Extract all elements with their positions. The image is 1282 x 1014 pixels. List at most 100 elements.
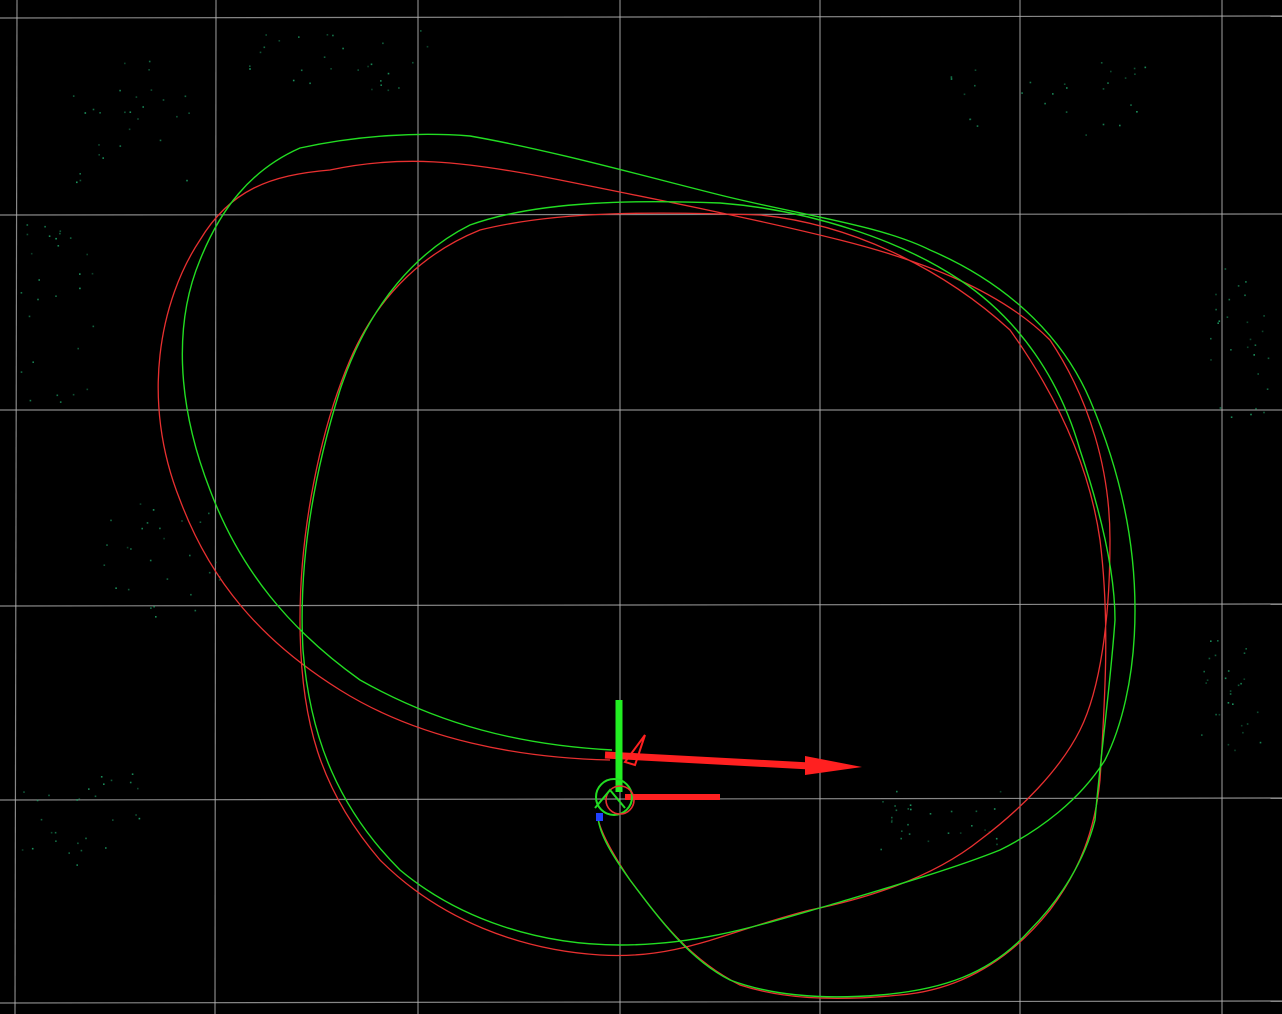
point-speck [1201, 734, 1203, 736]
point-speck [110, 779, 113, 782]
point-speck [1245, 648, 1247, 650]
point-speck [1210, 640, 1212, 642]
x-axis-arrow [604, 751, 811, 770]
point-speck [129, 781, 132, 784]
point-speck [1215, 308, 1217, 311]
point-speck [309, 82, 311, 85]
point-speck [55, 295, 57, 297]
point-speck [124, 62, 126, 65]
point-speck [882, 801, 884, 803]
point-speck [188, 112, 190, 114]
point-speck [150, 607, 152, 609]
point-speck [974, 69, 977, 71]
point-speck [1230, 416, 1233, 418]
point-speck [1240, 682, 1242, 685]
point-speck [249, 68, 251, 70]
point-speck [1230, 349, 1232, 351]
point-speck [48, 794, 50, 797]
point-speck [98, 154, 100, 156]
point-speck [77, 842, 79, 845]
point-speck [901, 830, 903, 832]
point-speck [20, 292, 23, 294]
point-speck [1208, 657, 1211, 660]
point-speck [1217, 640, 1219, 642]
point-speck [86, 253, 88, 256]
point-speck [126, 546, 129, 549]
point-speck [380, 84, 382, 86]
point-speck [1102, 88, 1105, 90]
point-speck [23, 791, 25, 793]
point-speck [1245, 281, 1247, 283]
point-speck [99, 112, 101, 114]
point-speck [135, 814, 137, 816]
point-speck [94, 795, 97, 798]
point-speck [1261, 330, 1264, 333]
point-speck [259, 51, 262, 54]
point-speck [300, 69, 303, 72]
point-speck [148, 60, 151, 63]
point-speck [119, 145, 122, 147]
point-speck [1227, 702, 1230, 704]
point-speck [88, 788, 90, 790]
point-speck [975, 810, 978, 813]
point-speck [929, 813, 932, 815]
point-speck [1130, 104, 1132, 106]
point-speck [950, 76, 953, 78]
point-speck [103, 783, 105, 785]
point-speck [76, 181, 78, 184]
point-speck [72, 95, 75, 97]
point-speck [950, 78, 953, 80]
point-speck [1228, 298, 1231, 301]
point-speck [999, 790, 1002, 793]
point-speck [1124, 77, 1127, 79]
point-speck [1100, 62, 1103, 64]
point-speck [92, 108, 95, 111]
point-speck [59, 401, 62, 403]
point-speck [184, 95, 187, 98]
point-speck [106, 544, 108, 546]
point-speck [332, 34, 334, 37]
point-speck [1255, 407, 1257, 410]
point-speck [159, 527, 161, 530]
point-speck [208, 512, 210, 515]
point-speck [993, 808, 996, 810]
point-speck [59, 232, 61, 235]
point-speck [910, 808, 912, 811]
point-speck [963, 93, 966, 96]
point-speck [208, 571, 211, 574]
point-speck [48, 235, 51, 237]
point-speck [186, 179, 188, 182]
point-speck [79, 273, 81, 275]
point-speck [326, 34, 329, 36]
point-speck [298, 36, 300, 38]
point-speck [1217, 322, 1219, 324]
point-speck [1210, 359, 1212, 361]
point-speck [1133, 67, 1136, 70]
point-speck [370, 63, 373, 66]
point-speck [103, 564, 106, 566]
point-speck [98, 144, 100, 146]
point-speck [130, 548, 132, 550]
point-speck [137, 118, 139, 120]
point-speck [1259, 741, 1262, 744]
point-speck [79, 173, 81, 175]
point-speck [189, 554, 191, 557]
point-speck [110, 519, 112, 522]
point-speck [1215, 713, 1217, 716]
point-speck [398, 87, 400, 89]
point-speck [112, 819, 114, 821]
point-speck [371, 88, 373, 91]
point-speck [263, 46, 266, 49]
point-speck [105, 847, 107, 849]
point-speck [1065, 111, 1068, 113]
point-speck [85, 837, 87, 840]
point-speck [880, 848, 882, 851]
point-speck [29, 399, 32, 402]
point-speck [969, 118, 971, 121]
point-speck [1263, 315, 1265, 317]
point-speck [91, 272, 94, 275]
point-speck [1210, 337, 1212, 340]
point-speck [1249, 338, 1252, 341]
